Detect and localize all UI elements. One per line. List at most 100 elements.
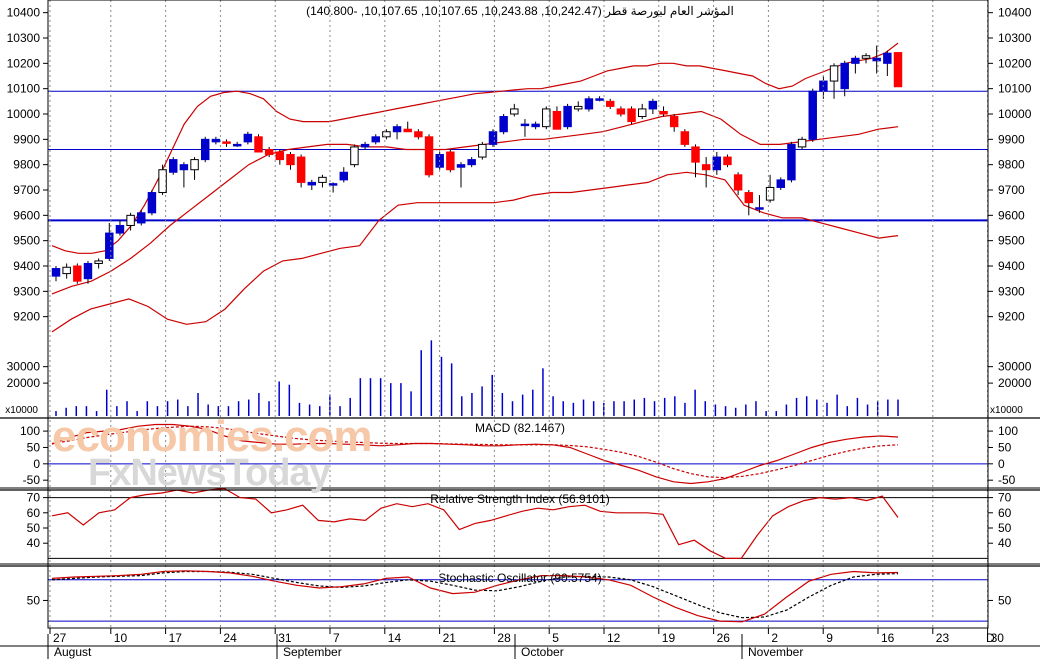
x-day-label: 16 — [881, 631, 895, 645]
x-day-label: 23 — [936, 631, 950, 645]
x-day-label: 12 — [607, 631, 621, 645]
candle-body — [520, 123, 530, 127]
candle-body — [627, 108, 636, 123]
candle-body — [158, 169, 167, 194]
candle-body — [243, 133, 253, 143]
x-day-label: 27 — [53, 631, 67, 645]
candle-body — [328, 183, 338, 186]
rsi-tick-label-right: 60 — [998, 506, 1012, 520]
price-tick-label-right: 9900 — [998, 132, 1025, 146]
rsi-tick-label-right: 50 — [998, 521, 1012, 535]
candle-body — [222, 141, 231, 144]
candle-body — [286, 154, 295, 166]
rsi-tick-label-left: 70 — [27, 491, 41, 505]
candle-body — [392, 126, 402, 133]
candle-body — [701, 164, 711, 171]
price-tick-label-left: 10400 — [7, 6, 41, 20]
x-month-label: November — [748, 645, 803, 659]
candle-body — [893, 52, 903, 88]
candle-body — [648, 100, 658, 110]
rsi-tick-label-left: 50 — [27, 521, 41, 535]
price-tick-label-right: 9400 — [998, 259, 1025, 273]
candle-body — [733, 174, 743, 191]
candle-body — [669, 116, 679, 128]
macd-panel: -50 -50 0 0 50 50 100 100 MACD (82.1467) — [20, 421, 1018, 487]
x-day-label: 19 — [662, 631, 676, 645]
candle-body — [712, 156, 722, 171]
x-day-label: 2 — [771, 631, 778, 645]
candle-body — [755, 207, 764, 210]
candle-body — [254, 136, 263, 153]
x-end-label: D — [986, 631, 995, 645]
candle-body — [680, 131, 690, 145]
rsi-tick-label-left: 40 — [27, 536, 41, 550]
candle-body — [115, 224, 125, 234]
x-day-label: 30 — [991, 631, 1005, 645]
plot-border — [47, 0, 989, 629]
macd-tick-label-left: 100 — [20, 424, 40, 438]
candle-body — [137, 212, 146, 224]
price-tick-label-left: 9800 — [13, 158, 40, 172]
price-tick-label-right: 9200 — [998, 310, 1025, 324]
stoch-title: Stochastic Oscillator (90.5754) — [438, 571, 601, 585]
bollinger-upper-band — [51, 42, 899, 254]
candle-body — [403, 128, 412, 133]
candle-body — [73, 265, 82, 282]
candle-body — [840, 62, 849, 90]
candle-body — [637, 108, 647, 118]
volume-tick-label-right: 20000 — [998, 376, 1032, 390]
candle-body — [424, 136, 434, 176]
bollinger-middle-band — [51, 110, 899, 295]
price-tick-label-left: 9700 — [13, 183, 40, 197]
price-tick-label-right: 10400 — [998, 6, 1032, 20]
candle-body — [147, 192, 157, 214]
macd-title: MACD (82.1467) — [475, 421, 565, 435]
candle-body — [467, 159, 476, 166]
x-day-label: 7 — [333, 631, 340, 645]
volume-scale-label-right: x10000 — [990, 405, 1023, 416]
candle-body — [200, 138, 210, 161]
price-tick-label-right: 10000 — [998, 107, 1032, 121]
rsi-line — [51, 487, 899, 560]
candle-body — [232, 143, 242, 147]
stoch-tick-label-right: 50 — [998, 593, 1012, 607]
price-tick-label-right: 9600 — [998, 208, 1025, 222]
candle-body — [605, 100, 615, 107]
price-tick-label-right: 9800 — [998, 158, 1025, 172]
candle-body — [51, 268, 61, 277]
price-tick-label-left: 9200 — [13, 310, 40, 324]
volume-tick-label-right: 30000 — [998, 360, 1032, 374]
chart-title: المؤشر العام لبورصة قطر — [604, 4, 734, 18]
candle-body — [744, 192, 754, 204]
price-tick-label-right: 9300 — [998, 284, 1025, 298]
x-day-label: 31 — [278, 631, 292, 645]
candle-body — [574, 105, 583, 110]
candle-body — [62, 266, 71, 275]
macd-tick-label-right: 100 — [998, 424, 1018, 438]
price-panel: 9200 9200 9300 9300 9400 9400 9500 9500 9600 9600… — [7, 6, 1032, 333]
candle-body — [478, 143, 487, 158]
price-tick-label-left: 9400 — [13, 259, 40, 273]
candle-body — [797, 138, 807, 148]
candle-body — [446, 151, 455, 171]
candle-body — [371, 136, 380, 143]
rsi-tick-label-right: 70 — [998, 491, 1012, 505]
candle-body — [595, 98, 604, 101]
x-day-label: 5 — [552, 631, 559, 645]
candle-body — [105, 232, 114, 259]
price-tick-label-right: 10100 — [998, 82, 1032, 96]
price-tick-label-left: 9600 — [13, 208, 40, 222]
x-day-label: 9 — [826, 631, 833, 645]
macd-tick-label-right: 0 — [998, 457, 1005, 471]
price-tick-label-left: 10200 — [7, 56, 41, 70]
chart-frame — [0, 0, 1040, 629]
candle-body — [83, 262, 93, 280]
candle-body — [776, 179, 785, 188]
bollinger-lower-band — [51, 171, 899, 333]
candle-body — [126, 214, 135, 226]
x-day-label: 21 — [443, 631, 457, 645]
candle-body — [552, 110, 562, 130]
